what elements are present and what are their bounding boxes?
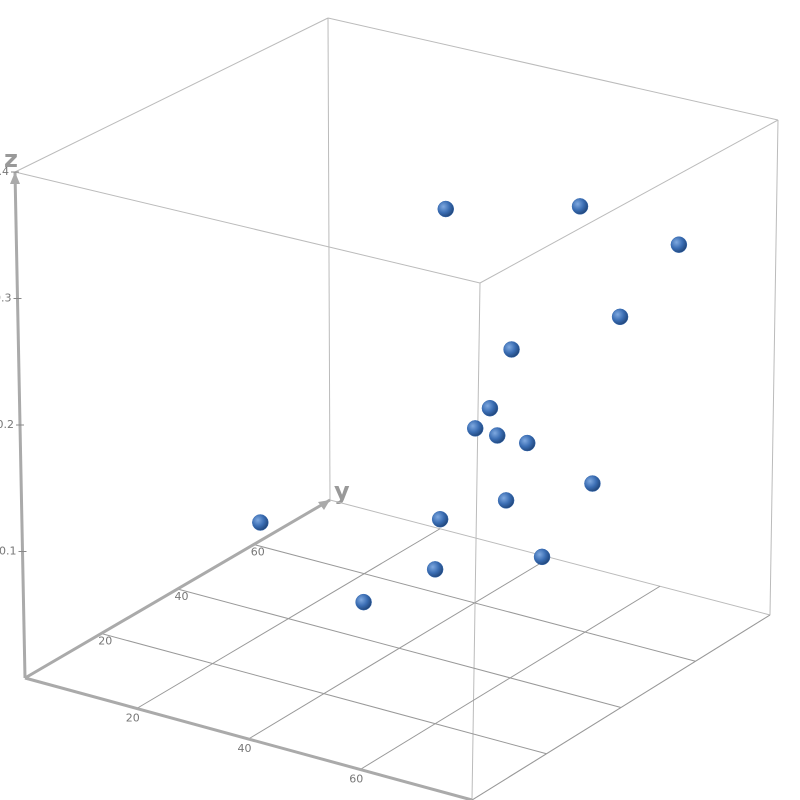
point <box>355 593 372 611</box>
x-axis <box>24 676 473 800</box>
point <box>437 200 455 218</box>
grid-line <box>177 588 622 708</box>
box-edge <box>327 17 331 501</box>
x-tick-label: 20 <box>126 712 140 725</box>
point <box>431 510 449 528</box>
point <box>481 399 499 417</box>
box-edge <box>471 282 481 800</box>
box-edge <box>327 17 779 121</box>
point <box>503 341 520 358</box>
y-tick-label: 40 <box>175 590 189 603</box>
point <box>252 514 269 531</box>
point <box>489 427 506 444</box>
point <box>466 420 484 437</box>
y-tick-label: 60 <box>251 546 265 559</box>
point <box>497 492 515 509</box>
point <box>426 561 444 578</box>
point <box>584 475 601 492</box>
grid-line <box>253 544 696 662</box>
z-tick-label: 0.2 <box>0 418 14 431</box>
y-tick-label: 20 <box>98 635 112 648</box>
y-axis <box>24 498 331 680</box>
z-tick-label: 0.3 <box>0 292 12 305</box>
point <box>518 434 536 452</box>
y-axis-arrow <box>318 500 330 510</box>
box-edge <box>14 17 329 173</box>
point <box>533 548 551 566</box>
box-edge <box>14 171 481 284</box>
z-tick-label: 0.1 <box>0 545 17 558</box>
z-tick-label: 0.4 <box>0 165 9 178</box>
point <box>571 198 589 215</box>
z-axis-title: z <box>4 145 18 173</box>
point <box>611 308 629 326</box>
point <box>670 236 688 253</box>
x-tick-label: 40 <box>238 742 252 755</box>
x-tick-label: 60 <box>349 773 363 786</box>
box-edge <box>769 119 779 616</box>
y-axis-title: y <box>334 477 350 505</box>
grid-line <box>101 633 547 755</box>
box-edge <box>479 119 779 284</box>
z-axis-arrow <box>10 172 20 184</box>
